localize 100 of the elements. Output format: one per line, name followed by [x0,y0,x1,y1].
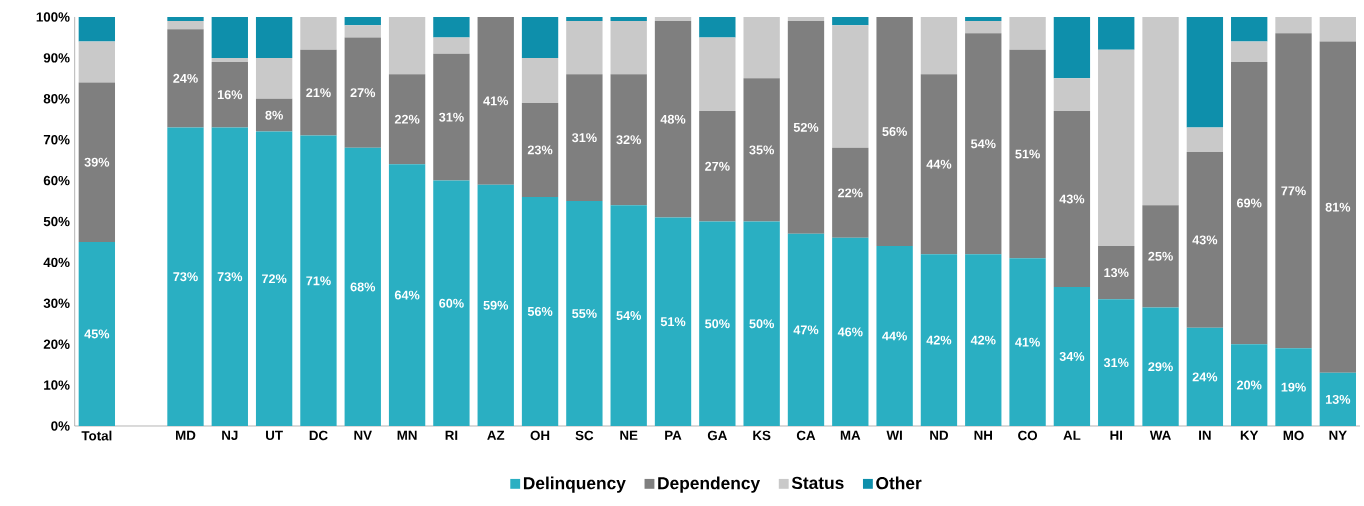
bar [211,61,248,128]
bar [433,180,470,426]
data-label: 44% [926,159,952,169]
bar [344,147,381,426]
bar [255,16,293,58]
bar [211,127,248,426]
data-label: 43% [1192,235,1218,245]
bar [1098,246,1135,300]
bar [832,147,869,238]
bar [920,254,958,426]
data-label: 19% [1281,382,1306,392]
bar [832,16,869,26]
y-tick-label: 100% [36,12,70,22]
x-tick-label: KY [1240,430,1259,440]
data-label: 31% [571,133,597,143]
bar [566,16,603,22]
data-label: 77% [1281,186,1306,196]
bar [78,82,116,242]
data-label: 42% [970,335,996,345]
y-tick-label: 10% [44,380,70,390]
data-label: 55% [572,309,597,318]
bar [344,16,381,26]
bar [610,16,647,22]
bar [78,241,116,426]
data-label: 27% [705,161,730,171]
legend-label: Dependency [658,476,761,493]
data-label: 13% [1325,394,1351,404]
bar [1142,205,1179,308]
bar [433,37,470,54]
data-label: 21% [306,88,331,98]
bar [388,74,426,165]
data-label: 56% [527,306,553,316]
bar [521,196,559,426]
data-label: 51% [1015,149,1040,159]
bar [78,41,116,83]
data-label: 20% [1236,380,1262,390]
bar [1186,16,1224,128]
y-tick-label: 0% [51,421,70,431]
bar [654,21,692,218]
data-label: 50% [749,319,774,329]
data-label: 32% [616,135,642,145]
y-tick-label: 40% [43,257,70,268]
data-label: 42% [926,335,952,345]
bar [521,102,559,197]
bar [300,16,337,50]
x-tick-label: ND [930,430,949,440]
bar [610,205,647,426]
bar [610,74,647,206]
x-tick-label: NJ [222,430,238,440]
legend-label: Other [876,476,922,490]
bar [699,16,736,38]
bar [1231,344,1268,426]
data-label: 25% [1148,251,1173,261]
y-tick-label: 80% [43,94,70,104]
bar [211,57,248,62]
data-label: 69% [1236,198,1262,208]
bar [300,135,337,426]
bar [610,21,647,75]
bar [1319,372,1357,426]
data-label: 51% [660,317,686,327]
data-label: 34% [1059,351,1085,361]
bar [1098,299,1135,426]
data-label: 39% [84,157,110,167]
bar [787,16,825,22]
x-tick-label: AZ [487,430,505,440]
bar [1275,33,1312,349]
bar [965,21,1002,34]
y-tick-label: 60% [43,175,70,186]
bar [344,25,381,38]
y-tick-label: 20% [43,339,70,349]
bar [477,16,514,185]
data-label: 27% [350,88,376,98]
bar [699,37,736,112]
x-tick-label: RI [445,430,458,440]
bar [566,74,603,202]
x-tick-label: MO [1283,430,1304,441]
data-label: 22% [838,188,863,198]
x-tick-label: AL [1063,430,1081,440]
x-tick-label: IN [1199,430,1211,440]
data-label: 43% [1059,194,1085,204]
bar [521,57,559,103]
y-tick-label: 50% [43,216,70,227]
bar [1053,78,1091,112]
data-label: 22% [394,114,420,124]
data-label: 31% [1103,358,1129,368]
x-tick-label: NE [620,430,638,440]
data-label: 24% [173,73,198,83]
data-label: 35% [749,145,774,155]
bar [167,127,204,426]
x-tick-label: DC [309,430,328,441]
data-label: 54% [970,139,996,149]
data-label: 68% [350,282,376,292]
bar [167,16,204,22]
bar [78,16,116,42]
data-label: 60% [439,298,464,308]
data-label: 31% [439,112,464,122]
data-label: 71% [306,276,331,286]
data-label: 72% [262,274,287,284]
bar [654,217,692,426]
bar [255,57,293,99]
